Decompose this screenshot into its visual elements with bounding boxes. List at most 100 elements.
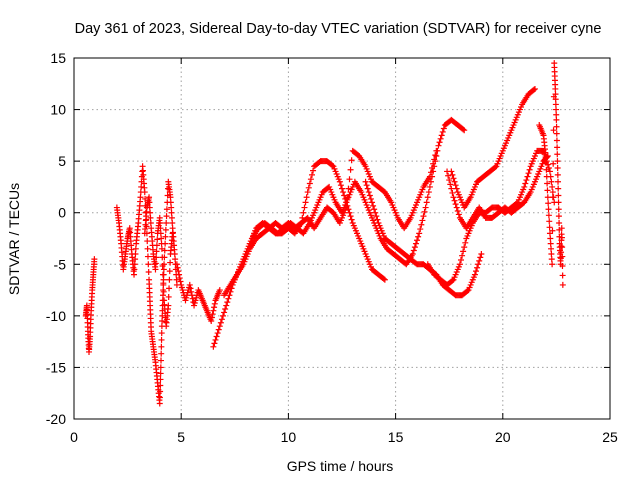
- data-point: [554, 144, 561, 151]
- data-point: [131, 261, 138, 268]
- data-point: [446, 177, 453, 184]
- data-point: [163, 213, 170, 220]
- data-point: [168, 204, 175, 211]
- data-point: [549, 227, 556, 234]
- data-point: [344, 195, 351, 202]
- data-point: [558, 249, 565, 256]
- y-tick-label: 5: [58, 153, 66, 169]
- data-point: [559, 244, 566, 251]
- data-point: [449, 277, 456, 284]
- data-point: [554, 171, 561, 178]
- y-tick-label: -15: [46, 359, 66, 375]
- data-point: [156, 394, 163, 401]
- data-point: [554, 151, 561, 158]
- data-point: [424, 194, 431, 201]
- data-point: [522, 180, 529, 187]
- data-point: [348, 157, 355, 164]
- data-point: [410, 247, 417, 254]
- data-point: [554, 158, 561, 165]
- data-point: [157, 225, 164, 232]
- data-point: [153, 248, 160, 255]
- data-point: [415, 233, 422, 240]
- series-early-d: [173, 261, 223, 325]
- data-point: [166, 276, 173, 283]
- data-point: [152, 266, 159, 273]
- data-point: [433, 152, 440, 159]
- data-point: [91, 256, 98, 263]
- data-point: [188, 292, 195, 299]
- data-point: [555, 213, 562, 220]
- data-point: [339, 185, 345, 192]
- series-early-c: [141, 194, 176, 330]
- data-point: [329, 162, 336, 169]
- data-point: [147, 220, 154, 227]
- data-point: [429, 165, 436, 172]
- data-point: [427, 169, 434, 176]
- data-point: [460, 248, 467, 255]
- data-point: [146, 199, 153, 206]
- data-point: [449, 189, 456, 196]
- data-point: [131, 266, 138, 273]
- data-point: [553, 116, 560, 123]
- data-point: [156, 214, 163, 221]
- series-track-1: [210, 116, 468, 350]
- data-series: [82, 60, 566, 407]
- data-point: [174, 264, 181, 271]
- data-point: [159, 254, 166, 261]
- data-point: [426, 183, 433, 190]
- data-point: [456, 261, 463, 268]
- data-point: [437, 135, 444, 142]
- data-point: [373, 213, 380, 220]
- data-point: [381, 276, 388, 283]
- data-point: [461, 127, 468, 134]
- data-point: [548, 245, 555, 252]
- data-point: [347, 166, 354, 173]
- y-tick-label: 10: [50, 102, 66, 118]
- data-point: [157, 230, 164, 237]
- data-point: [513, 200, 520, 207]
- data-point: [558, 243, 565, 250]
- data-point: [416, 230, 423, 237]
- data-point: [526, 166, 533, 173]
- data-point: [167, 199, 174, 206]
- data-point: [153, 242, 160, 249]
- data-point: [157, 220, 164, 227]
- data-point: [548, 250, 555, 257]
- data-point: [543, 173, 550, 180]
- data-point: [544, 187, 551, 194]
- plot-frame: [73, 57, 611, 420]
- grid: [74, 58, 610, 419]
- data-point: [435, 142, 442, 149]
- data-point: [530, 86, 537, 93]
- data-point: [152, 260, 159, 267]
- data-point: [477, 254, 484, 261]
- data-point: [168, 214, 175, 221]
- data-point: [214, 330, 221, 337]
- data-point: [159, 271, 166, 278]
- data-point: [552, 96, 559, 103]
- data-point: [457, 256, 464, 263]
- series-track-3: [246, 147, 440, 247]
- data-point: [217, 319, 224, 326]
- data-point: [300, 209, 307, 216]
- data-point: [409, 250, 416, 257]
- data-point: [146, 194, 153, 201]
- data-point: [158, 357, 165, 364]
- data-point: [159, 292, 166, 299]
- y-tick-label: -5: [54, 256, 67, 272]
- data-point: [552, 91, 559, 98]
- data-point: [362, 178, 369, 185]
- data-point: [549, 261, 556, 268]
- data-point: [418, 221, 425, 228]
- data-point: [432, 152, 439, 159]
- x-tick-label: 10: [281, 429, 297, 445]
- data-point: [138, 183, 145, 190]
- data-point: [461, 244, 468, 251]
- data-point: [301, 204, 308, 211]
- data-point: [346, 209, 353, 216]
- data-point: [544, 180, 551, 187]
- data-point: [545, 212, 552, 219]
- data-point: [211, 340, 218, 347]
- data-point: [374, 216, 381, 223]
- data-point: [216, 323, 223, 330]
